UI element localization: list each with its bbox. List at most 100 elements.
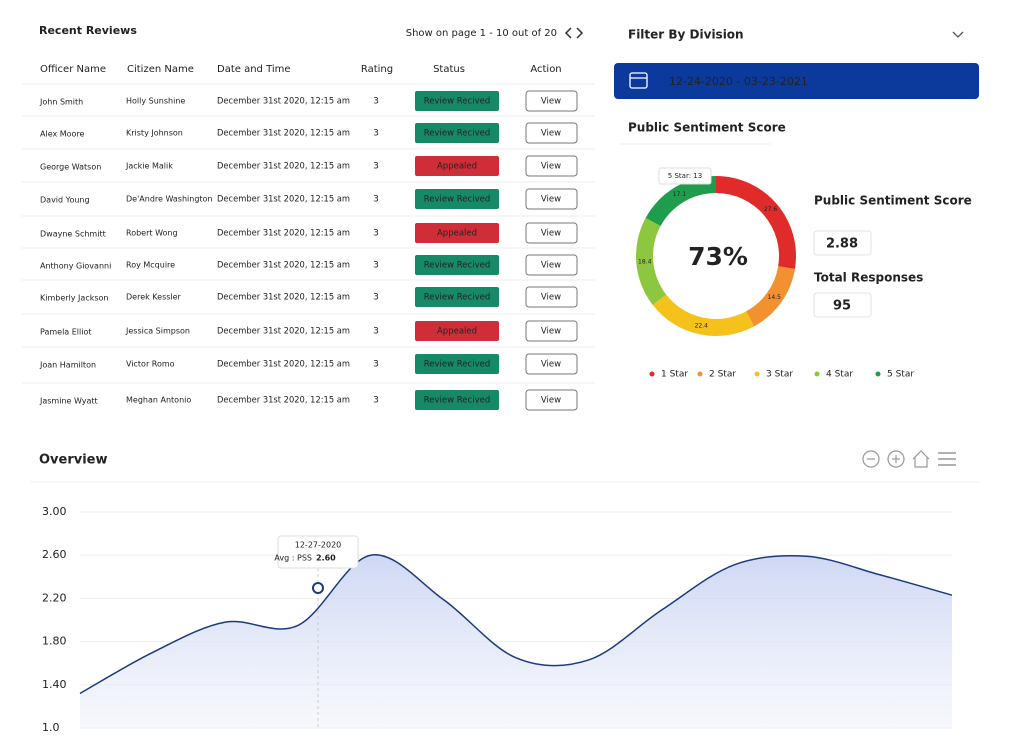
view-button[interactable] <box>525 188 578 210</box>
status: Review Recived <box>424 129 490 139</box>
pagination: Show on page 1 - 10 out of 20 <box>406 28 557 39</box>
legend-marker <box>649 371 655 377</box>
officer-name: Dwayne Schmitt <box>40 230 106 239</box>
tooltip-label: Avg : PSS <box>274 554 312 563</box>
view-button[interactable] <box>525 222 578 244</box>
view-button[interactable] <box>525 320 578 342</box>
y-tick-label: 1.40 <box>42 678 67 691</box>
status: Review Recived <box>424 396 490 406</box>
filter-title: Filter By Division <box>628 28 744 42</box>
y-tick-label: 2.20 <box>42 591 67 604</box>
status: Review Recived <box>424 195 490 205</box>
dropdown-arrow[interactable] <box>952 31 964 38</box>
tooltip-value: 2.60 <box>316 554 336 563</box>
y-tick-label: 1.80 <box>42 635 67 648</box>
donut-tooltip <box>658 167 712 185</box>
status-pill <box>415 354 499 374</box>
legend-marker <box>875 371 881 377</box>
date-time: December 31st 2020, 12:15 am <box>217 327 350 337</box>
rating: 3 <box>373 162 379 172</box>
reset-zoom[interactable] <box>912 450 930 468</box>
date-picker[interactable] <box>614 63 979 99</box>
zoom-in[interactable] <box>887 450 905 468</box>
citizen-name: Meghan Antonio <box>126 396 191 405</box>
tooltip-date: 12-27-2020 <box>295 541 342 550</box>
view-label: View <box>541 327 561 337</box>
zoom-out[interactable] <box>862 450 880 468</box>
status: Review Recived <box>424 261 490 271</box>
rating: 3 <box>373 293 379 303</box>
status-pill <box>415 321 499 341</box>
date-time: December 31st 2020, 12:15 am <box>217 195 350 205</box>
status-pill <box>415 223 499 243</box>
view-label: View <box>541 396 561 406</box>
column-header: Citizen Name <box>127 64 194 75</box>
segment-label: 17.1 <box>673 191 687 198</box>
rating: 3 <box>373 129 379 139</box>
view-button[interactable] <box>525 389 578 411</box>
view-button[interactable] <box>525 122 578 144</box>
responses-value: 95 <box>833 299 851 314</box>
view-button[interactable] <box>525 254 578 276</box>
date-time: December 31st 2020, 12:15 am <box>217 97 350 107</box>
status: Review Recived <box>424 97 490 107</box>
legend-marker <box>814 371 820 377</box>
line <box>79 554 953 695</box>
legend-marker <box>697 371 703 377</box>
status: Review Recived <box>424 360 490 370</box>
rating: 3 <box>373 327 379 337</box>
column-header: Status <box>433 64 465 75</box>
responses-box <box>813 292 872 318</box>
chart-tooltip <box>277 535 359 569</box>
menu[interactable] <box>938 452 956 466</box>
sentiment-title: Public Sentiment Score <box>628 121 786 135</box>
citizen-name: Roy Mcquire <box>126 261 175 270</box>
status-pill <box>415 189 499 209</box>
officer-name: Kimberly Jackson <box>40 294 108 303</box>
date-time: December 31st 2020, 12:15 am <box>217 162 350 172</box>
donut-tooltip-text: 5 Star: 13 <box>668 172 702 180</box>
view-label: View <box>541 293 561 303</box>
rating: 3 <box>373 195 379 205</box>
legend-label: 4 Star <box>826 370 853 380</box>
officer-name: Anthony Giovanni <box>40 262 111 271</box>
date-time: December 31st 2020, 12:15 am <box>217 129 350 139</box>
citizen-name: Jackie Malik <box>125 162 173 171</box>
status-pill <box>415 156 499 176</box>
donut-segment <box>636 217 667 306</box>
page-arrows[interactable] <box>564 27 584 39</box>
citizen-name: Robert Wong <box>126 229 178 238</box>
donut-center: 73% <box>688 242 748 271</box>
view-button[interactable] <box>525 90 578 112</box>
donut-segment <box>645 176 716 226</box>
legend-label: 2 Star <box>709 370 736 380</box>
view-label: View <box>541 261 561 271</box>
view-button[interactable] <box>525 353 578 375</box>
citizen-name: Victor Romo <box>126 360 175 369</box>
officer-name: Joan Hamilton <box>39 361 96 370</box>
view-label: View <box>541 97 561 107</box>
rating: 3 <box>373 261 379 271</box>
responses-label: Total Responses <box>814 271 923 285</box>
view-label: View <box>541 195 561 205</box>
date-range: 12-24-2020 - 03-23-2021 <box>669 75 808 88</box>
score-label: Public Sentiment Score <box>814 194 972 208</box>
segment-label: 14.5 <box>768 294 782 301</box>
view-button[interactable] <box>525 155 578 177</box>
calendar-icon <box>629 72 648 89</box>
officer-name: Jasmine Wyatt <box>39 397 98 406</box>
officer-name: John Smith <box>39 98 83 107</box>
view-label: View <box>541 162 561 172</box>
status: Appealed <box>437 327 477 337</box>
officer-name: David Young <box>40 196 90 205</box>
column-header: Rating <box>361 64 393 75</box>
view-label: View <box>541 129 561 139</box>
rating: 3 <box>373 360 379 370</box>
donut-segment <box>652 294 755 336</box>
view-label: View <box>541 360 561 370</box>
column-header: Officer Name <box>40 64 106 75</box>
view-button[interactable] <box>525 286 578 308</box>
date-time: December 31st 2020, 12:15 am <box>217 293 350 303</box>
